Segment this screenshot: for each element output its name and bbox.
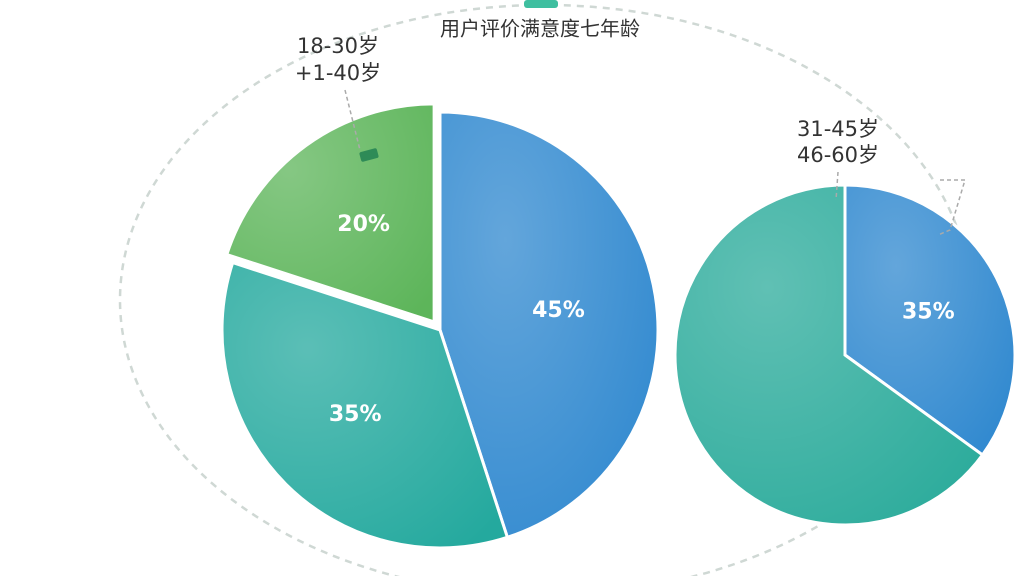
annotation: +1-40岁 [295, 61, 381, 85]
annotation: 46-60岁 [797, 143, 879, 167]
chart-title: 用户评价满意度七年龄 [440, 17, 640, 41]
value-label: 20% [337, 212, 390, 237]
slice-shine [675, 185, 983, 525]
value-label: 35% [329, 402, 382, 427]
slice-shine [226, 103, 435, 322]
leader-line [344, 89, 361, 151]
slice-shine [440, 112, 658, 538]
annotation: 18-30岁 [297, 34, 379, 58]
slice-shine [222, 262, 508, 548]
value-label: 45% [532, 298, 585, 323]
leader-marker [359, 148, 379, 162]
slice-shine [845, 185, 1015, 455]
decor-tab [524, 0, 558, 8]
annotation: 31-45岁 [797, 117, 879, 141]
value-label: 35% [902, 300, 955, 325]
leader-line [835, 171, 967, 236]
pies: 45% 35% 20% 35% [220, 102, 1017, 550]
